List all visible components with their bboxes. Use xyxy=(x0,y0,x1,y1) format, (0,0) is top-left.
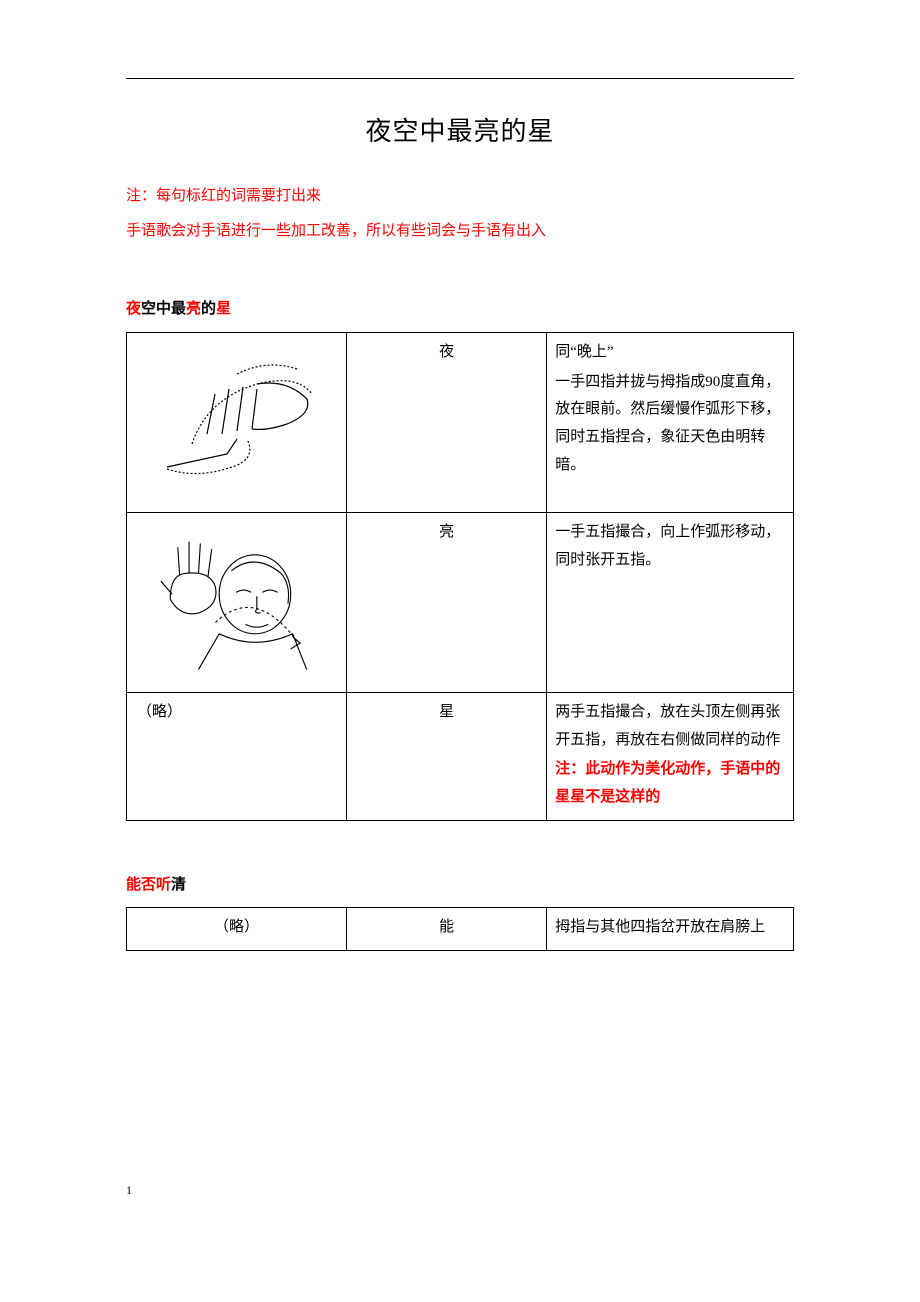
section-heading-1: 夜空中最亮的星 xyxy=(126,295,794,324)
sign-table-1: 夜 同“晚上” 一手四指并拢与拇指成90度直角，放在眼前。然后缓慢作弧形下移，同… xyxy=(126,332,794,821)
description-cell: 一手五指撮合，向上作弧形移动，同时张开五指。 xyxy=(547,512,794,692)
illustration-cell xyxy=(127,332,347,512)
word-cell: 星 xyxy=(347,692,547,820)
document-title: 夜空中最亮的星 xyxy=(126,107,794,156)
description-cell: 同“晚上” 一手四指并拢与拇指成90度直角，放在眼前。然后缓慢作弧形下移，同时五… xyxy=(547,332,794,512)
sketch-icon xyxy=(142,519,330,679)
heading-part: 空中最 xyxy=(141,301,186,317)
illustration-cell xyxy=(127,512,347,692)
note-line-1: 注：每句标红的词需要打出来 xyxy=(126,182,794,211)
desc-line: 一手四指并拢与拇指成90度直角，放在眼前。然后缓慢作弧形下移，同时五指捏合，象征… xyxy=(555,369,785,480)
sketch-icon xyxy=(137,339,337,499)
desc-line: 两手五指撮合，放在头顶左侧再张开五指，再放在右侧做同样的动作 xyxy=(555,699,785,755)
heading-part: 的 xyxy=(201,301,216,317)
word-cell: 能 xyxy=(347,908,547,951)
word-cell: 亮 xyxy=(347,512,547,692)
illustration-cell-omitted: （略） xyxy=(127,692,347,820)
illustration-cell-omitted: （略） xyxy=(127,908,347,951)
hand-sketch-ye xyxy=(135,339,338,499)
page: 夜空中最亮的星 注：每句标红的词需要打出来 手语歌会对手语进行一些加工改善，所以… xyxy=(0,0,920,951)
heading-part: 夜 xyxy=(126,301,141,317)
top-rule xyxy=(126,78,794,79)
heading-part: 能否听 xyxy=(126,877,171,893)
section-heading-2: 能否听清 xyxy=(126,871,794,900)
description-cell: 两手五指撮合，放在头顶左侧再张开五指，再放在右侧做同样的动作 注：此动作为美化动… xyxy=(547,692,794,820)
desc-line: 一手五指撮合，向上作弧形移动，同时张开五指。 xyxy=(555,519,785,575)
hand-sketch-liang xyxy=(135,519,338,679)
heading-part: 清 xyxy=(171,877,186,893)
table-row: 亮 一手五指撮合，向上作弧形移动，同时张开五指。 xyxy=(127,512,794,692)
table-row: （略） 星 两手五指撮合，放在头顶左侧再张开五指，再放在右侧做同样的动作 注：此… xyxy=(127,692,794,820)
desc-line: 拇指与其他四指岔开放在肩膀上 xyxy=(555,914,785,942)
desc-line: 同“晚上” xyxy=(555,339,785,367)
sign-table-2: （略） 能 拇指与其他四指岔开放在肩膀上 xyxy=(126,907,794,951)
description-cell: 拇指与其他四指岔开放在肩膀上 xyxy=(547,908,794,951)
page-number: 1 xyxy=(126,1179,132,1202)
note-line-2: 手语歌会对手语进行一些加工改善，所以有些词会与手语有出入 xyxy=(126,217,794,246)
table-row: （略） 能 拇指与其他四指岔开放在肩膀上 xyxy=(127,908,794,951)
table-row: 夜 同“晚上” 一手四指并拢与拇指成90度直角，放在眼前。然后缓慢作弧形下移，同… xyxy=(127,332,794,512)
desc-line-red: 注：此动作为美化动作，手语中的星星不是这样的 xyxy=(555,756,785,812)
heading-part: 亮 xyxy=(186,301,201,317)
heading-part: 星 xyxy=(216,301,231,317)
word-cell: 夜 xyxy=(347,332,547,512)
